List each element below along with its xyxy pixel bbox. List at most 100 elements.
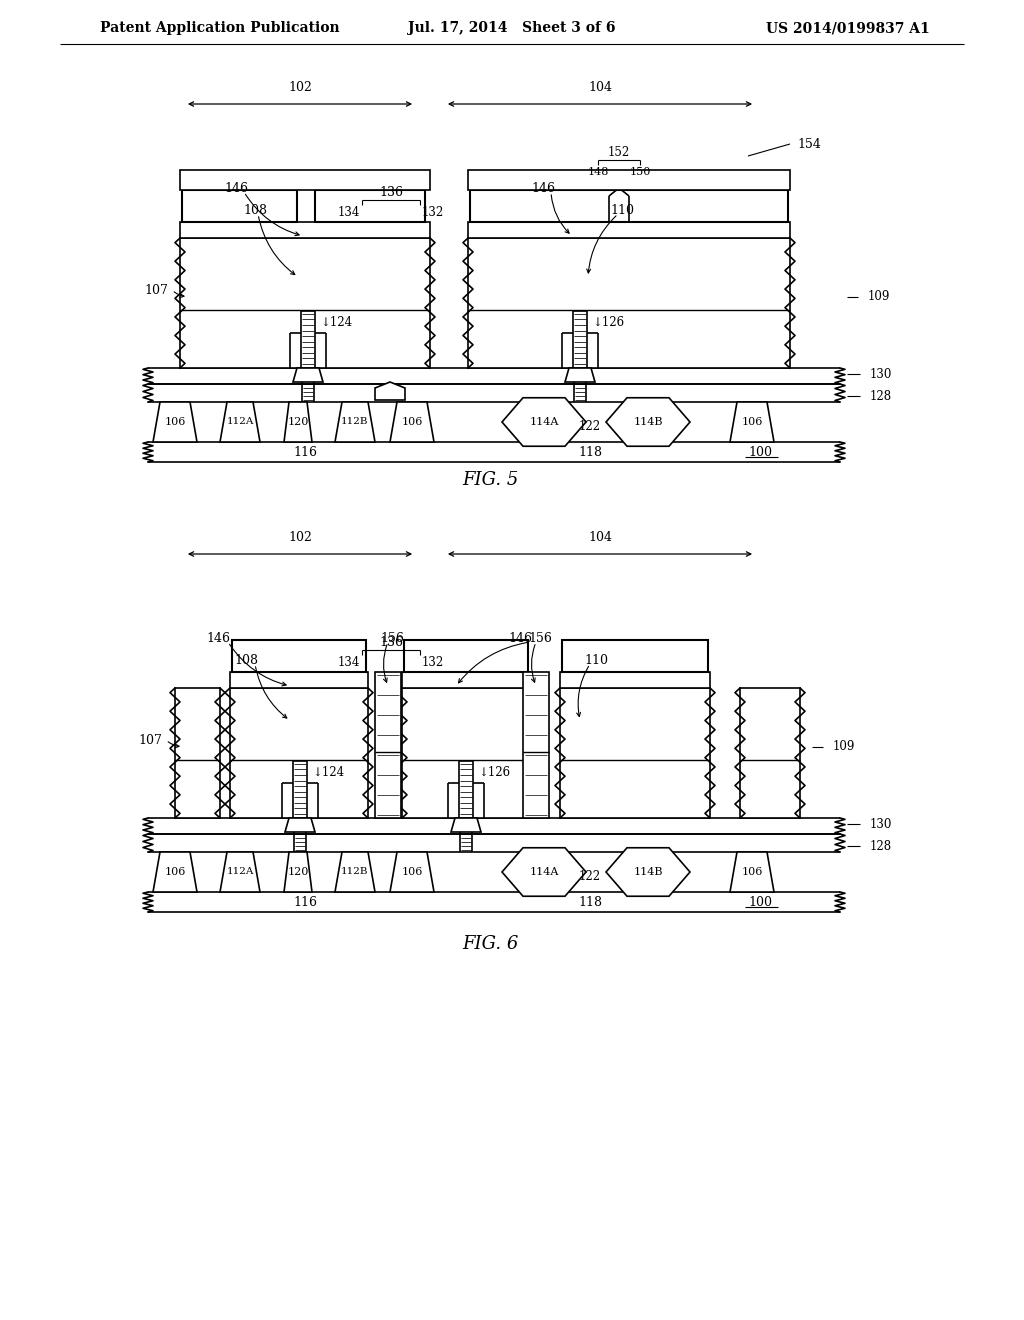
Text: 107: 107 [144,284,168,297]
Bar [523,672,549,818]
Text: Jul. 17, 2014   Sheet 3 of 6: Jul. 17, 2014 Sheet 3 of 6 [409,21,615,36]
Text: 104: 104 [588,81,612,94]
Text: 108: 108 [234,653,258,667]
Text: 120: 120 [288,417,308,426]
Text: 112A: 112A [226,867,254,876]
Text: 106: 106 [401,867,423,876]
Text: 108: 108 [243,203,267,216]
Text: 122: 122 [579,870,601,883]
Text: 112A: 112A [226,417,254,426]
Bar [468,222,790,238]
Text: 148: 148 [588,168,608,177]
Text: 116: 116 [293,895,317,908]
Text: 118: 118 [578,895,602,908]
Polygon shape [502,847,586,896]
Text: 130: 130 [870,817,892,830]
Bar [375,672,401,818]
Text: 110: 110 [610,203,634,216]
Bar [230,688,368,818]
Bar [562,640,708,672]
Text: Patent Application Publication: Patent Application Publication [100,21,340,36]
Polygon shape [565,368,595,381]
Polygon shape [153,403,197,442]
Text: FIG. 6: FIG. 6 [462,935,518,953]
Text: 109: 109 [833,741,855,752]
Text: 122: 122 [579,421,601,433]
Polygon shape [220,851,260,892]
Text: 120: 120 [288,867,308,876]
Bar [180,222,430,238]
Polygon shape [390,851,434,892]
Text: 156: 156 [528,631,552,644]
Text: 116: 116 [293,446,317,458]
Text: 114B: 114B [633,867,663,876]
Bar [232,640,366,672]
Polygon shape [730,851,774,892]
Polygon shape [335,403,375,442]
Text: 150: 150 [630,168,650,177]
Text: 102: 102 [288,81,312,94]
Text: 112B: 112B [341,867,369,876]
Text: 132: 132 [422,206,444,219]
Bar [180,170,430,190]
Text: ↓124: ↓124 [312,766,344,779]
Text: 118: 118 [578,446,602,458]
Bar [468,170,790,190]
Bar [560,672,710,688]
Text: ↓126: ↓126 [478,766,510,779]
Polygon shape [730,403,774,442]
Text: 106: 106 [741,867,763,876]
Text: 146: 146 [508,631,532,644]
Polygon shape [451,818,481,832]
Text: 152: 152 [608,145,630,158]
Text: 114B: 114B [633,417,663,426]
Polygon shape [502,397,586,446]
Polygon shape [284,851,312,892]
Polygon shape [285,818,315,832]
Text: 136: 136 [379,186,403,198]
Text: 100: 100 [748,895,772,908]
Text: 134: 134 [338,206,360,219]
Text: 112B: 112B [341,417,369,426]
Bar [740,688,800,818]
Text: 114A: 114A [529,867,559,876]
Text: ↓126: ↓126 [592,315,624,329]
Bar [402,688,530,818]
Polygon shape [390,403,434,442]
Bar [402,672,530,688]
Text: 136: 136 [379,635,403,648]
Text: 128: 128 [870,389,892,403]
Polygon shape [375,381,406,400]
Text: FIG. 5: FIG. 5 [462,471,518,488]
Text: 104: 104 [588,531,612,544]
Text: 106: 106 [164,867,185,876]
Text: 106: 106 [401,417,423,426]
Bar [175,688,220,818]
Text: 128: 128 [870,840,892,853]
Text: 100: 100 [748,446,772,458]
Polygon shape [153,851,197,892]
Text: 134: 134 [338,656,360,668]
Text: 106: 106 [164,417,185,426]
Text: ↓124: ↓124 [319,315,352,329]
Bar [180,238,430,368]
Polygon shape [220,403,260,442]
Polygon shape [606,847,690,896]
Bar [468,238,790,368]
Text: 146: 146 [224,181,248,194]
Bar [560,688,710,818]
Text: 146: 146 [531,181,555,194]
Bar [315,190,425,222]
Text: 130: 130 [870,367,892,380]
Text: 154: 154 [797,137,821,150]
Bar [182,190,297,222]
Bar [470,190,788,222]
Text: US 2014/0199837 A1: US 2014/0199837 A1 [766,21,930,36]
Polygon shape [284,403,312,442]
Text: 102: 102 [288,531,312,544]
Text: 114A: 114A [529,417,559,426]
Bar [404,640,528,672]
Text: 106: 106 [741,417,763,426]
Text: 146: 146 [206,631,230,644]
Bar [230,672,368,688]
